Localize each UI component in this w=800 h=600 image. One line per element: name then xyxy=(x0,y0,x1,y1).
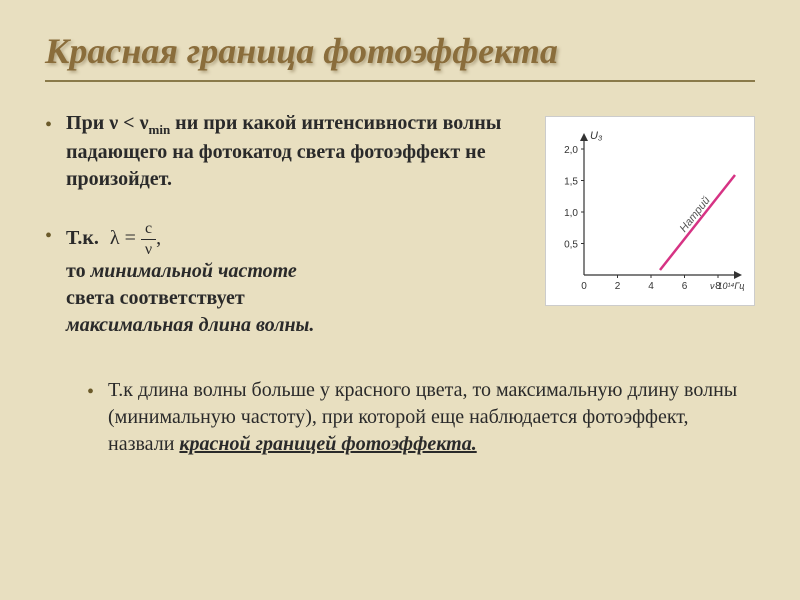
bullet-1: • При ν < νmin ни при какой интенсивност… xyxy=(45,110,525,193)
svg-text:1,0: 1,0 xyxy=(564,208,578,219)
bullet-3-body: Т.к длина волны больше у красного цвета,… xyxy=(108,377,755,458)
b2-formula: λ = cν, xyxy=(110,221,161,258)
b2-num: c xyxy=(141,221,156,239)
chart-svg: 2,01,51,00,502468U₃ν·10¹⁴ГцНатрий xyxy=(550,125,748,301)
b2-den: ν xyxy=(141,239,156,258)
svg-text:6: 6 xyxy=(682,281,688,292)
bullet-2: • Т.к. λ = cν, то минимальной частоте св… xyxy=(45,221,525,339)
svg-text:U₃: U₃ xyxy=(590,130,603,142)
bullet-marker-icon: • xyxy=(45,223,52,339)
bullet-marker-icon: • xyxy=(45,112,52,193)
b2-lambda: λ xyxy=(110,227,120,249)
svg-text:1,5: 1,5 xyxy=(564,177,578,188)
b1-min: min xyxy=(149,122,171,137)
svg-text:2: 2 xyxy=(615,281,621,292)
svg-text:ν·10¹⁴Гц: ν·10¹⁴Гц xyxy=(710,281,744,291)
b1-nu: ν xyxy=(109,112,118,134)
b2-line2a: то xyxy=(66,260,91,282)
bullet-marker-icon: • xyxy=(87,379,94,458)
b3-b: красной границей фотоэффекта. xyxy=(179,433,476,455)
svg-text:2,0: 2,0 xyxy=(564,145,578,156)
svg-text:0: 0 xyxy=(581,281,587,292)
b2-line4: максимальная длина волны. xyxy=(66,314,314,336)
b2-fraction: cν xyxy=(141,221,156,258)
bullet-1-body: При ν < νmin ни при какой интенсивности … xyxy=(66,110,525,193)
svg-text:Натрий: Натрий xyxy=(678,195,713,235)
b2-tk: Т.к. xyxy=(66,227,99,249)
b1-pre: При xyxy=(66,112,109,134)
b1-nu2: ν xyxy=(140,112,149,134)
content-row: • При ν < νmin ни при какой интенсивност… xyxy=(45,110,755,367)
bullet-3: • Т.к длина волны больше у красного цвет… xyxy=(45,377,755,458)
b1-lt: < xyxy=(118,112,139,134)
chart-container: 2,01,51,00,502468U₃ν·10¹⁴ГцНатрий xyxy=(545,116,755,306)
page-title: Красная граница фотоэффекта xyxy=(45,30,755,82)
b2-line3a: света соответствует xyxy=(66,287,245,309)
left-column: • При ν < νmin ни при какой интенсивност… xyxy=(45,110,525,367)
svg-text:0,5: 0,5 xyxy=(564,240,578,251)
b2-comma: , xyxy=(156,227,161,249)
svg-text:4: 4 xyxy=(648,281,654,292)
bullet-2-body: Т.к. λ = cν, то минимальной частоте свет… xyxy=(66,221,525,339)
b2-line2b: минимальной частоте xyxy=(91,260,297,282)
b2-eq: = xyxy=(120,227,141,249)
